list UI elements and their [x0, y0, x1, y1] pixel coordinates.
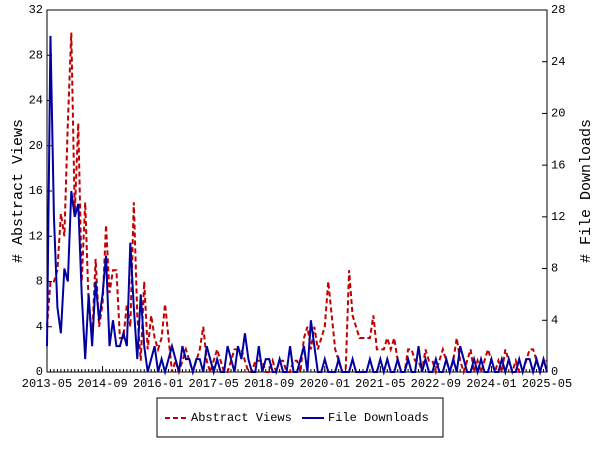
y2-tick-label: 0 — [551, 365, 558, 379]
y-tick-label: 8 — [36, 275, 43, 289]
y-tick-label: 0 — [36, 365, 43, 379]
y2-tick-label: 4 — [551, 313, 558, 327]
x-tick-label: 2021-05 — [355, 377, 405, 391]
legend-label: File Downloads — [328, 411, 429, 425]
plot-frame — [46, 9, 548, 373]
x-tick-label: 2016-01 — [133, 377, 183, 391]
y-tick-label: 20 — [29, 139, 43, 153]
y-tick-label: 16 — [29, 184, 43, 198]
series-line — [46, 35, 548, 376]
x-tick-label: 2013-05 — [22, 377, 72, 391]
y-axis-label: # Abstract Views — [10, 119, 27, 263]
y2-tick-label: 8 — [551, 262, 558, 276]
y-tick-label: 24 — [29, 94, 43, 108]
y2-tick-label: 24 — [551, 55, 565, 69]
series-line — [46, 32, 547, 376]
y2-tick-label: 28 — [551, 3, 565, 17]
x-tick-label: 2014-09 — [77, 377, 127, 391]
y-tick-label: 4 — [36, 320, 43, 334]
x-tick-label: 2022-09 — [411, 377, 461, 391]
x-tick-label: 2024-01 — [466, 377, 516, 391]
y2-tick-label: 12 — [551, 210, 565, 224]
legend — [156, 397, 444, 438]
y2-axis-label: # File Downloads — [578, 119, 595, 263]
y2-tick-label: 20 — [551, 107, 565, 121]
x-tick-label: 2018-09 — [244, 377, 294, 391]
legend-label: Abstract Views — [191, 411, 292, 425]
x-tick-label: 2025-05 — [522, 377, 572, 391]
y-tick-label: 32 — [29, 3, 43, 17]
y2-tick-label: 16 — [551, 158, 565, 172]
y-tick-label: 28 — [29, 48, 43, 62]
y-tick-label: 12 — [29, 229, 43, 243]
x-tick-label: 2020-01 — [300, 377, 350, 391]
x-tick-label: 2017-05 — [188, 377, 238, 391]
